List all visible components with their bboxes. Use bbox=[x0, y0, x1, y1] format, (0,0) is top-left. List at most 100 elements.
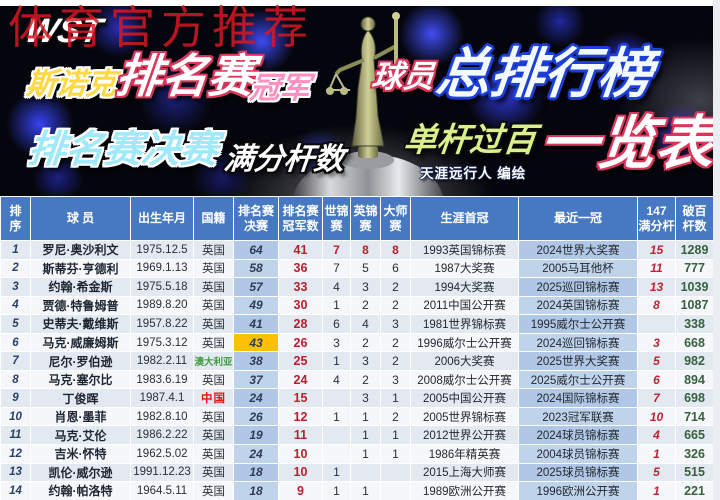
table-row: 3 约翰·希金斯 1975.5.18 英国 57 33 4 3 2 1994大奖赛 2025巡回锦标… bbox=[0, 277, 714, 297]
banner-title-overall-ranking: 总排行榜 bbox=[432, 44, 656, 104]
column-header-centuries: 破百 杆数 bbox=[675, 196, 714, 241]
column-header-uk-championship: 英锦 赛 bbox=[350, 196, 381, 241]
cell-centuries: 1289 bbox=[675, 240, 714, 260]
column-header-max-147: 147 满分杆 bbox=[637, 196, 676, 241]
cell-first: 2005中国公开赛 bbox=[410, 388, 519, 408]
cell-rank: 1 bbox=[0, 240, 31, 260]
cell-birth: 1975.3.12 bbox=[130, 332, 194, 353]
cell-max147: 10 bbox=[637, 406, 676, 427]
cell-birth: 1991.12.23 bbox=[130, 462, 194, 483]
cell-uk: 1 bbox=[350, 481, 381, 500]
cell-rank: 3 bbox=[0, 277, 31, 297]
cell-centuries: 894 bbox=[675, 369, 714, 390]
table-row: 11 马克·艾伦 1986.2.22 英国 19 11 1 1 2012世界公开赛 2024球员锦… bbox=[0, 425, 714, 446]
cell-masters: 1 bbox=[380, 425, 411, 446]
cell-nation: 英国 bbox=[193, 295, 234, 316]
table-row: 4 贾德·特鲁姆普 1989.8.20 英国 49 30 1 2 2 2011中国公开赛 2024英… bbox=[0, 295, 714, 316]
cell-nation: 澳大利亚 bbox=[193, 351, 234, 371]
cell-rank: 13 bbox=[0, 462, 31, 483]
cell-birth: 1969.1.13 bbox=[130, 258, 194, 279]
cell-first: 1996威尔士公开赛 bbox=[410, 332, 519, 353]
cell-uk: 1 bbox=[350, 444, 381, 464]
cell-name: 凯伦·威尔逊 bbox=[30, 462, 131, 483]
cell-latest: 1995威尔士公开赛 bbox=[518, 314, 638, 334]
cell-name: 约翰·帕洛特 bbox=[30, 481, 131, 500]
right-edge-strip bbox=[713, 0, 720, 500]
cell-world: 7 bbox=[322, 240, 351, 260]
table-row: 13 凯伦·威尔逊 1991.12.23 英国 18 10 1 2015上海大师赛 2025球员… bbox=[0, 462, 714, 483]
cell-latest: 2023冠军联赛 bbox=[518, 406, 638, 427]
cell-max147: 6 bbox=[637, 369, 676, 390]
cell-rank: 8 bbox=[0, 369, 31, 390]
cell-masters: 3 bbox=[380, 369, 411, 390]
cell-max147 bbox=[637, 314, 676, 334]
cell-rank: 14 bbox=[0, 481, 31, 500]
trophy-statue-image bbox=[292, 12, 444, 196]
cell-first: 1994大奖赛 bbox=[410, 277, 519, 297]
cell-rank: 5 bbox=[0, 314, 31, 334]
cell-first: 1993英国锦标赛 bbox=[410, 240, 519, 260]
cell-uk: 5 bbox=[350, 258, 381, 279]
cell-name: 马克·艾伦 bbox=[30, 425, 131, 446]
cell-finals: 26 bbox=[233, 406, 279, 427]
cell-nation: 中国 bbox=[193, 388, 234, 408]
cell-finals: 37 bbox=[233, 369, 279, 390]
cell-centuries: 1087 bbox=[675, 295, 714, 316]
cell-nation: 英国 bbox=[193, 425, 234, 446]
cell-titles: 15 bbox=[278, 388, 323, 408]
cell-name: 贾德·特鲁姆普 bbox=[30, 295, 131, 316]
cell-max147: 13 bbox=[637, 277, 676, 297]
cell-latest: 2004球员锦标赛 bbox=[518, 444, 638, 464]
banner-title-century-breaks: 单杆过百 bbox=[402, 121, 538, 158]
cell-finals: 18 bbox=[233, 462, 279, 483]
cell-name: 斯蒂芬·亨德利 bbox=[30, 258, 131, 279]
cell-max147: 5 bbox=[637, 462, 676, 483]
cell-rank: 2 bbox=[0, 258, 31, 279]
cell-titles: 33 bbox=[278, 277, 323, 297]
cell-first: 2006大奖赛 bbox=[410, 351, 519, 371]
cell-finals: 58 bbox=[233, 258, 279, 279]
cell-rank: 12 bbox=[0, 444, 31, 464]
cell-latest: 2024巡回锦标赛 bbox=[518, 332, 638, 353]
cell-uk: 4 bbox=[350, 314, 381, 334]
cell-finals: 57 bbox=[233, 277, 279, 297]
cell-latest: 2025球员锦标赛 bbox=[518, 462, 638, 483]
cell-masters: 1 bbox=[380, 388, 411, 408]
cell-birth: 1983.6.19 bbox=[130, 369, 194, 390]
cell-nation: 英国 bbox=[193, 258, 234, 279]
cell-titles: 30 bbox=[278, 295, 323, 316]
cell-masters: 3 bbox=[380, 314, 411, 334]
cell-name: 吉米·怀特 bbox=[30, 444, 131, 464]
cell-birth: 1957.8.22 bbox=[130, 314, 194, 334]
cell-titles: 26 bbox=[278, 332, 323, 353]
cell-nation: 英国 bbox=[193, 462, 234, 483]
table-row: 2 斯蒂芬·亨德利 1969.1.13 英国 58 36 7 5 6 1987大奖赛 2005马耳他… bbox=[0, 258, 714, 279]
cell-rank: 4 bbox=[0, 295, 31, 316]
column-header-nationality: 国籍 bbox=[193, 196, 234, 241]
ranking-table: 排 序球 员出生年月 国籍 排名赛 决赛 排名赛 冠军数 世锦 赛英锦 赛大师 赛生涯首… bbox=[0, 196, 714, 500]
cell-name: 肖恩·墨菲 bbox=[30, 406, 131, 427]
cell-latest: 2005马耳他杯 bbox=[518, 258, 638, 279]
cell-nation: 英国 bbox=[193, 444, 234, 464]
cell-uk: 1 bbox=[350, 406, 381, 427]
cell-latest: 2024球员锦标赛 bbox=[518, 425, 638, 446]
cell-centuries: 982 bbox=[675, 351, 714, 371]
cell-name: 史蒂夫·戴维斯 bbox=[30, 314, 131, 334]
cell-finals: 38 bbox=[233, 351, 279, 371]
cell-max147: 11 bbox=[637, 258, 676, 279]
cell-max147: 7 bbox=[637, 388, 676, 408]
cell-first: 2005世界锦标赛 bbox=[410, 406, 519, 427]
banner-title-ranking-events: 排名赛 bbox=[113, 50, 257, 102]
cell-name: 马克·塞尔比 bbox=[30, 369, 131, 390]
cell-masters: 2 bbox=[380, 332, 411, 353]
cell-latest: 1996欧洲公开赛 bbox=[518, 481, 638, 500]
cell-world: 3 bbox=[322, 332, 351, 353]
cell-latest: 2025世界大奖赛 bbox=[518, 351, 638, 371]
table-header: 排 序球 员出生年月 国籍 排名赛 决赛 排名赛 冠军数 世锦 赛英锦 赛大师 赛生涯首… bbox=[0, 196, 714, 241]
column-header-masters: 大师 赛 bbox=[380, 196, 411, 241]
cell-masters: 8 bbox=[380, 240, 411, 260]
cell-latest: 2025巡回锦标赛 bbox=[518, 277, 638, 297]
cell-name: 丁俊晖 bbox=[30, 388, 131, 408]
cell-nation: 英国 bbox=[193, 332, 234, 353]
